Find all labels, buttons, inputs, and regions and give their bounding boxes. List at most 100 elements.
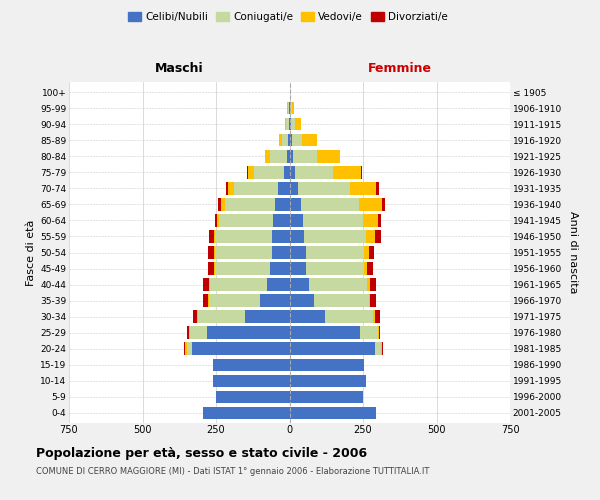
Bar — [193, 342, 290, 355]
Bar — [290, 390, 363, 403]
Bar — [361, 166, 362, 178]
Bar — [272, 246, 290, 259]
Bar — [203, 278, 209, 291]
Bar — [290, 198, 301, 210]
Bar — [288, 134, 290, 146]
Bar — [260, 294, 290, 307]
Bar — [293, 150, 317, 162]
Bar — [298, 182, 350, 194]
Bar — [278, 182, 290, 194]
Bar — [302, 134, 317, 146]
Bar — [203, 406, 290, 419]
Bar — [290, 134, 292, 146]
Bar — [268, 278, 290, 291]
Bar — [359, 198, 382, 210]
Bar — [317, 150, 340, 162]
Bar — [233, 182, 278, 194]
Bar — [290, 294, 314, 307]
Bar — [284, 166, 290, 178]
Legend: Celibi/Nubili, Coniugati/e, Vedovi/e, Divorziati/e: Celibi/Nubili, Coniugati/e, Vedovi/e, Di… — [124, 8, 452, 26]
Bar — [208, 262, 214, 275]
Bar — [275, 198, 290, 210]
Bar — [369, 294, 370, 307]
Bar — [187, 326, 188, 339]
Bar — [290, 118, 291, 130]
Bar — [375, 342, 381, 355]
Bar — [289, 118, 290, 130]
Bar — [290, 182, 298, 194]
Bar — [274, 214, 290, 226]
Bar — [370, 278, 376, 291]
Bar — [215, 246, 272, 259]
Bar — [333, 166, 361, 178]
Bar — [378, 326, 379, 339]
Bar — [215, 230, 272, 242]
Bar — [303, 214, 363, 226]
Bar — [190, 326, 207, 339]
Bar — [382, 342, 383, 355]
Bar — [209, 294, 260, 307]
Bar — [225, 198, 275, 210]
Bar — [290, 150, 293, 162]
Bar — [376, 182, 379, 194]
Bar — [373, 310, 375, 323]
Bar — [290, 310, 325, 323]
Bar — [282, 134, 288, 146]
Bar — [290, 246, 305, 259]
Bar — [216, 390, 290, 403]
Bar — [295, 118, 301, 130]
Bar — [215, 214, 217, 226]
Bar — [245, 310, 290, 323]
Bar — [290, 230, 304, 242]
Bar — [208, 246, 214, 259]
Bar — [185, 342, 187, 355]
Bar — [248, 166, 254, 178]
Bar — [208, 294, 209, 307]
Bar — [286, 118, 289, 130]
Bar — [193, 310, 197, 323]
Bar — [290, 358, 364, 371]
Bar — [271, 150, 287, 162]
Bar — [363, 214, 378, 226]
Bar — [290, 326, 360, 339]
Bar — [213, 374, 290, 387]
Bar — [214, 230, 215, 242]
Bar — [226, 182, 229, 194]
Bar — [290, 102, 292, 115]
Bar — [305, 246, 364, 259]
Bar — [290, 166, 295, 178]
Bar — [217, 214, 219, 226]
Bar — [278, 134, 282, 146]
Bar — [221, 198, 225, 210]
Text: Maschi: Maschi — [155, 62, 203, 76]
Bar — [229, 182, 233, 194]
Bar — [215, 262, 271, 275]
Bar — [287, 150, 290, 162]
Bar — [188, 326, 190, 339]
Bar — [197, 310, 199, 323]
Text: Popolazione per età, sesso e stato civile - 2006: Popolazione per età, sesso e stato civil… — [36, 448, 367, 460]
Bar — [292, 102, 294, 115]
Bar — [370, 294, 376, 307]
Bar — [379, 326, 380, 339]
Bar — [184, 342, 185, 355]
Bar — [285, 118, 286, 130]
Text: Femmine: Femmine — [368, 62, 432, 76]
Bar — [214, 246, 215, 259]
Bar — [214, 262, 215, 275]
Bar — [325, 310, 373, 323]
Bar — [210, 278, 268, 291]
Bar — [203, 294, 208, 307]
Bar — [366, 230, 375, 242]
Bar — [213, 358, 290, 371]
Bar — [187, 342, 193, 355]
Bar — [247, 166, 248, 178]
Bar — [350, 182, 376, 194]
Bar — [199, 310, 245, 323]
Bar — [369, 246, 374, 259]
Bar — [290, 278, 308, 291]
Bar — [364, 262, 367, 275]
Bar — [209, 278, 210, 291]
Bar — [272, 230, 290, 242]
Y-axis label: Anni di nascita: Anni di nascita — [568, 211, 578, 294]
